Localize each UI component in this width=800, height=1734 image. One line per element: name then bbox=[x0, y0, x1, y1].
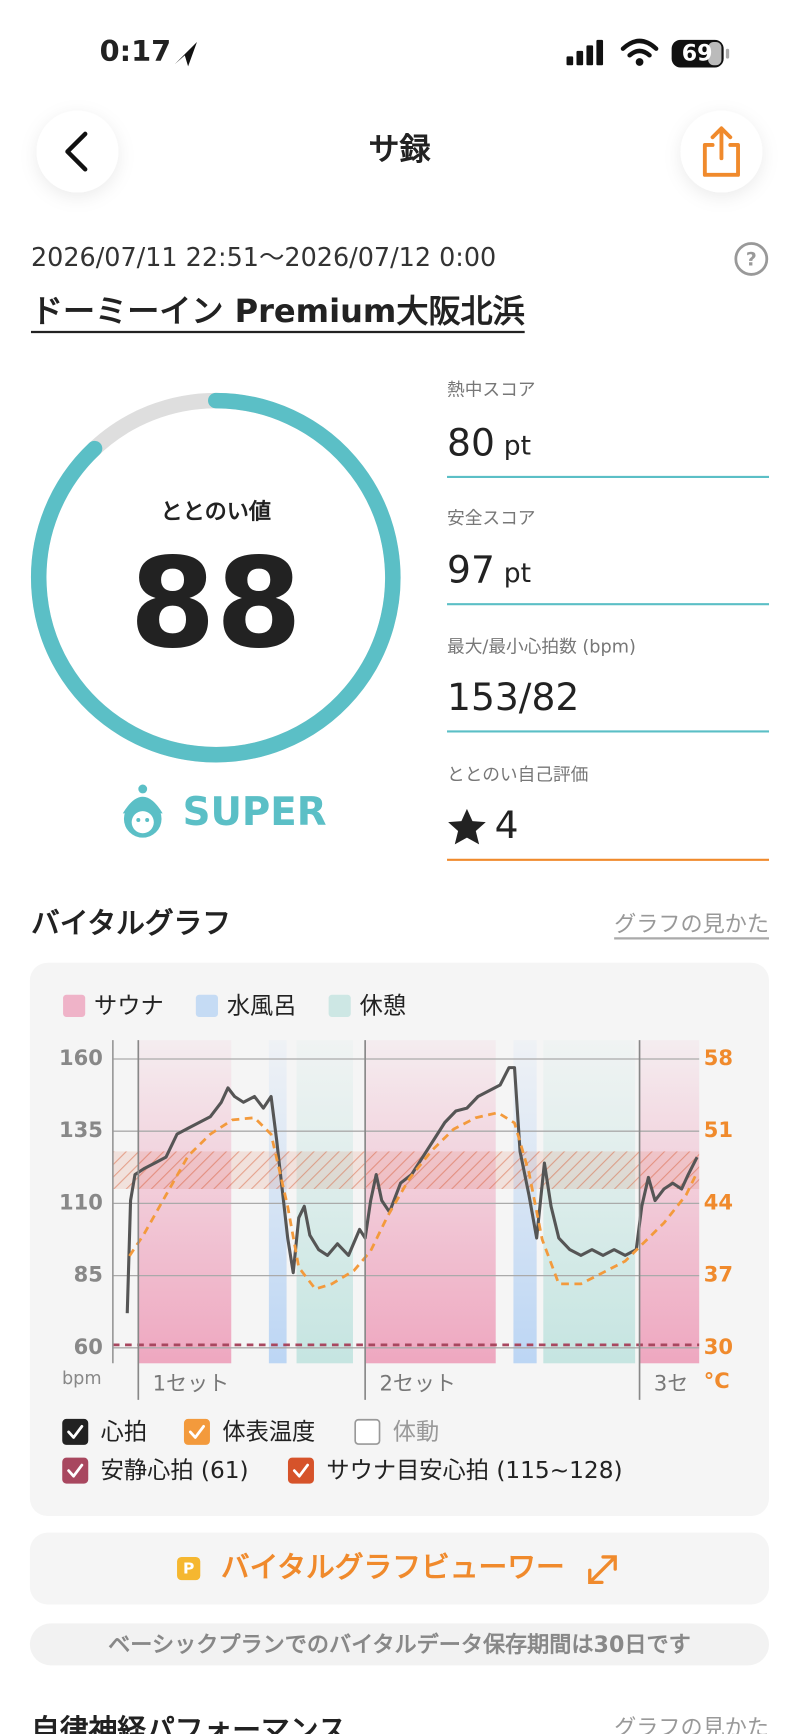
metric-value: 153/82 bbox=[447, 675, 579, 719]
phase-band bbox=[365, 1040, 496, 1364]
metric-value: 97 bbox=[447, 548, 495, 592]
viewer-label: バイタルグラフビューワー bbox=[221, 1550, 565, 1584]
expand-icon bbox=[588, 1555, 617, 1585]
legend-label: 休憩 bbox=[360, 992, 406, 1019]
y-tick-label: 85 bbox=[74, 1262, 103, 1287]
venue-name[interactable]: ドーミーイン Premium大阪北浜 bbox=[31, 292, 525, 330]
checkbox[interactable] bbox=[62, 1418, 89, 1445]
set-label: 1セット bbox=[153, 1370, 229, 1395]
rank-label: SUPER bbox=[183, 790, 327, 835]
toggle-label: 心拍 bbox=[101, 1419, 147, 1446]
battery-level: 69 bbox=[682, 41, 713, 67]
star-icon bbox=[448, 808, 486, 845]
y2-tick-label: 51 bbox=[704, 1117, 733, 1142]
page-title: サ録 bbox=[368, 132, 431, 168]
wifi-icon bbox=[620, 38, 659, 58]
legend-swatch bbox=[63, 994, 86, 1017]
metric-unit: pt bbox=[504, 558, 531, 589]
battery-empty bbox=[708, 42, 722, 66]
legend-label: 水風呂 bbox=[227, 992, 297, 1019]
y-tick-label: 135 bbox=[59, 1117, 103, 1142]
temperature-line bbox=[128, 1111, 699, 1291]
plot-area bbox=[112, 1040, 700, 1364]
checkbox[interactable] bbox=[62, 1457, 89, 1484]
toggle-label: 体表温度 bbox=[222, 1419, 315, 1446]
location-icon bbox=[174, 42, 197, 67]
section-title: バイタルグラフ bbox=[31, 906, 231, 940]
y2-unit: °C bbox=[704, 1368, 730, 1393]
checkbox[interactable] bbox=[183, 1418, 210, 1445]
back-icon bbox=[65, 131, 88, 172]
checkbox[interactable] bbox=[287, 1457, 314, 1484]
checkmark bbox=[67, 1424, 84, 1439]
checkmark bbox=[67, 1463, 84, 1478]
y-tick-label: 110 bbox=[59, 1189, 103, 1214]
help-mark: ? bbox=[746, 250, 757, 271]
help-button[interactable] bbox=[734, 242, 769, 276]
score-ring bbox=[30, 392, 401, 763]
phase-band bbox=[639, 1040, 700, 1364]
toggle-label: 安静心拍 (61) bbox=[101, 1457, 249, 1484]
y-tick-label: 160 bbox=[59, 1045, 103, 1070]
y2-tick-label: 44 bbox=[704, 1189, 733, 1214]
battery-tip bbox=[725, 48, 730, 59]
metric-value: 80 bbox=[447, 420, 495, 464]
notice-pill bbox=[29, 1623, 770, 1666]
share-icon bbox=[702, 126, 740, 177]
y2-tick-label: 58 bbox=[704, 1045, 733, 1070]
set-label: 3セ bbox=[654, 1370, 688, 1395]
legend-swatch bbox=[328, 994, 351, 1017]
help-link[interactable]: グラフの見かた bbox=[614, 912, 769, 938]
y-tick-label: 60 bbox=[74, 1334, 103, 1359]
phase-band bbox=[296, 1040, 353, 1364]
set-label: 2セット bbox=[380, 1370, 456, 1395]
badge-label: P bbox=[183, 1560, 194, 1578]
metric-label: 安全スコア bbox=[447, 508, 535, 529]
metric-unit: pt bbox=[504, 431, 531, 462]
back-button[interactable] bbox=[36, 110, 119, 193]
target-band bbox=[112, 1151, 700, 1189]
y2-tick-label: 30 bbox=[704, 1334, 733, 1359]
checkbox[interactable] bbox=[354, 1418, 381, 1445]
checkmark bbox=[292, 1463, 309, 1478]
score-value: 88 bbox=[130, 532, 302, 676]
phase-band bbox=[138, 1040, 232, 1364]
signal-icon bbox=[566, 39, 604, 66]
y-unit: bpm bbox=[62, 1369, 102, 1389]
checkmark bbox=[188, 1424, 205, 1439]
toggle-label: 体動 bbox=[393, 1419, 439, 1446]
legend-label: サウナ bbox=[94, 992, 164, 1019]
session-period: 2026/07/11 22:51〜2026/07/12 0:00 bbox=[31, 243, 496, 273]
toggle-label: サウナ目安心拍 (115~128) bbox=[326, 1457, 622, 1484]
metric-label: 最大/最小心拍数 (bpm) bbox=[447, 636, 636, 657]
legend-swatch bbox=[195, 994, 218, 1017]
y2-tick-label: 37 bbox=[704, 1262, 733, 1287]
status-time: 0:17 bbox=[100, 34, 172, 68]
wifi-dot bbox=[635, 58, 644, 66]
next-help-link[interactable]: グラフの見かた bbox=[614, 1715, 769, 1734]
rank-icon bbox=[122, 784, 163, 838]
metric-label: ととのい自己評価 bbox=[447, 765, 588, 786]
phase-band bbox=[543, 1040, 636, 1364]
metric-value: 4 bbox=[495, 803, 519, 847]
score-label: ととのい値 bbox=[161, 499, 271, 525]
notice: ベーシックプランでのバイタルデータ保存期間は30日です bbox=[108, 1632, 691, 1658]
metric-label: 熱中スコア bbox=[447, 380, 535, 401]
badge bbox=[177, 1556, 201, 1581]
viewer-button[interactable] bbox=[29, 1532, 770, 1605]
next-section-title: 自律神経パフォーマンス bbox=[31, 1713, 347, 1734]
